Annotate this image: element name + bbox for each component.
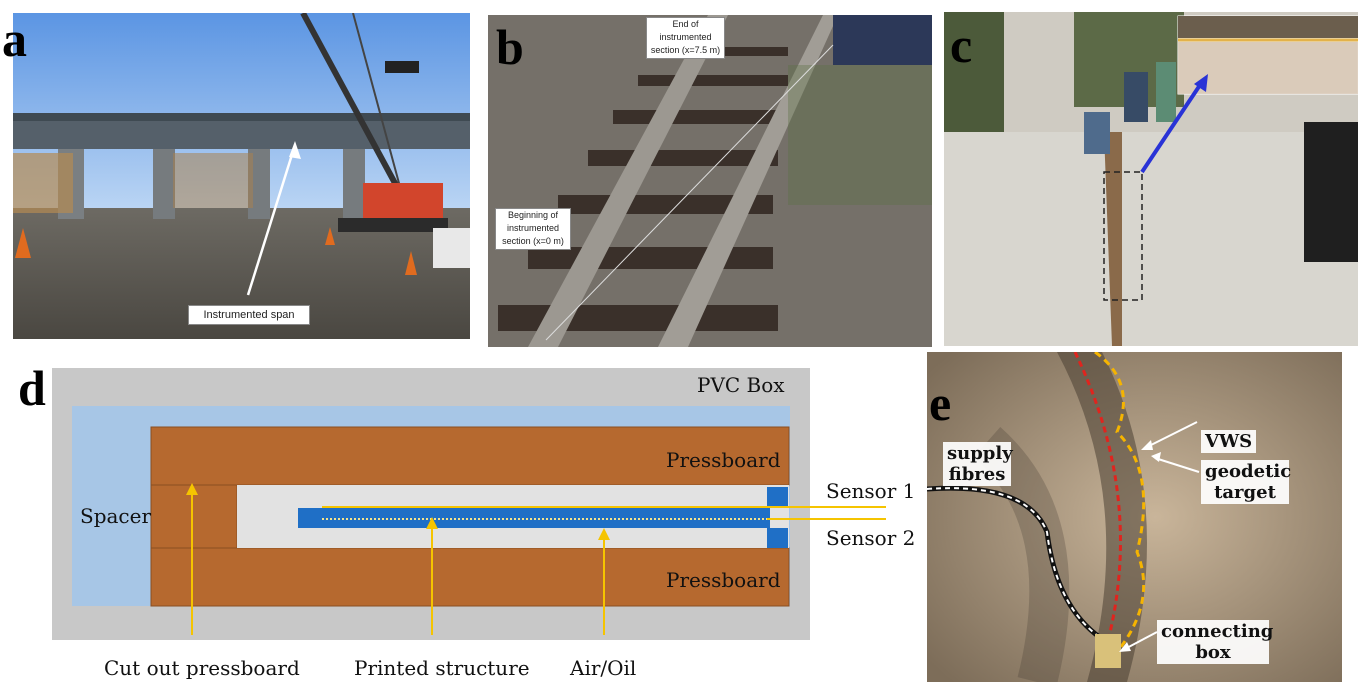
geodetic-target-label: geodetic target: [1201, 460, 1291, 504]
panel-letter-b: b: [496, 19, 524, 75]
pressboard-bottom: [150, 547, 790, 607]
panel-letter-e: e: [929, 375, 952, 431]
instrumented-span-callout: Instrumented span: [188, 305, 310, 325]
spacer-label: Spacer: [80, 504, 152, 528]
sensor2-label: Sensor 2: [826, 526, 916, 550]
sensor1-label: Sensor 1: [826, 479, 916, 503]
tunnel-photo: [927, 352, 1342, 682]
supply-fibres-label: supply fibres: [943, 442, 1013, 486]
panel-b: End of instrumented section (x=7.5 m) Be…: [480, 0, 936, 350]
railway-photo-art: [488, 15, 932, 347]
printed-structure-label: Printed structure: [354, 656, 530, 680]
air-oil-label: Air/Oil: [570, 656, 637, 680]
right-support-bottom: [767, 528, 788, 548]
vws-label: VWS: [1201, 430, 1257, 453]
ground-photo-art: [944, 12, 1358, 346]
bridge-photo: [13, 13, 470, 339]
bridge-photo-art: [13, 13, 470, 339]
beginning-of-section-callout: Beginning of instrumented section (x=0 m…: [495, 208, 571, 250]
panel-c: c: [936, 0, 1362, 350]
railway-photo: [488, 15, 932, 347]
pvc-box-diagram: [52, 368, 886, 640]
pressboard-bottom-label: Pressboard: [666, 568, 781, 592]
ground-photo: [944, 12, 1358, 346]
panel-letter-a: a: [2, 11, 27, 67]
cut-out-label: Cut out pressboard: [104, 656, 300, 680]
tunnel-photo-art: [927, 352, 1342, 682]
panel-d: PVC Box Pressboard Pressboard Spacer Sen…: [0, 350, 925, 683]
panel-a: Instrumented span a: [0, 0, 480, 345]
panel-letter-d: d: [18, 360, 46, 416]
panel-e: supply fibres VWS geodetic target connec…: [925, 350, 1362, 683]
cut-out-pressboard: [150, 484, 238, 549]
end-of-section-callout: End of instrumented section (x=7.5 m): [646, 17, 725, 59]
pressboard-top-label: Pressboard: [666, 448, 781, 472]
panel-letter-c: c: [950, 17, 973, 73]
pvc-box-label: PVC Box: [697, 373, 785, 397]
pressboard-top: [150, 426, 790, 486]
right-support-top: [767, 487, 788, 507]
connecting-box-label: connecting box: [1157, 620, 1273, 664]
